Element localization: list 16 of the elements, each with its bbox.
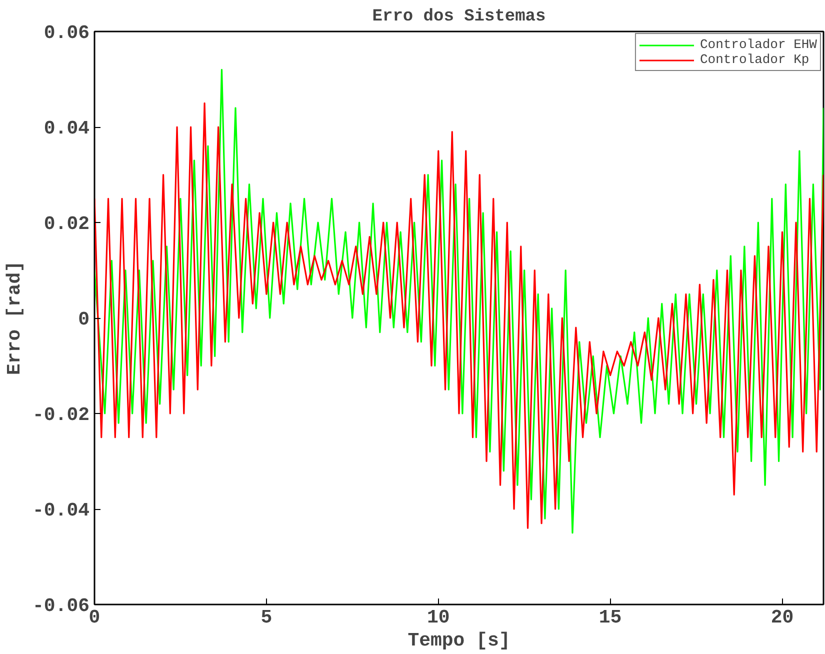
y-tick-label: -0.06: [32, 595, 90, 617]
legend-label: Controlador EHW: [700, 37, 817, 52]
x-tick-label: 10: [426, 606, 450, 628]
x-tick-label: 20: [770, 606, 794, 628]
chart-title: Erro dos Sistemas: [372, 8, 546, 26]
x-tick-label: 15: [598, 606, 622, 628]
y-tick-label: 0.04: [44, 118, 90, 140]
y-tick-label: 0: [78, 308, 90, 330]
y-tick-label: 0.06: [44, 22, 90, 44]
x-tick-label: 5: [260, 606, 272, 628]
legend-label: Controlador Kp: [700, 52, 810, 67]
x-axis-title: Tempo [s]: [408, 630, 510, 652]
y-axis-title: Erro [rad]: [3, 260, 26, 376]
y-tick-label: -0.02: [32, 404, 90, 426]
y-tick-label: -0.04: [32, 500, 90, 522]
y-tick-label: 0.02: [44, 213, 90, 235]
